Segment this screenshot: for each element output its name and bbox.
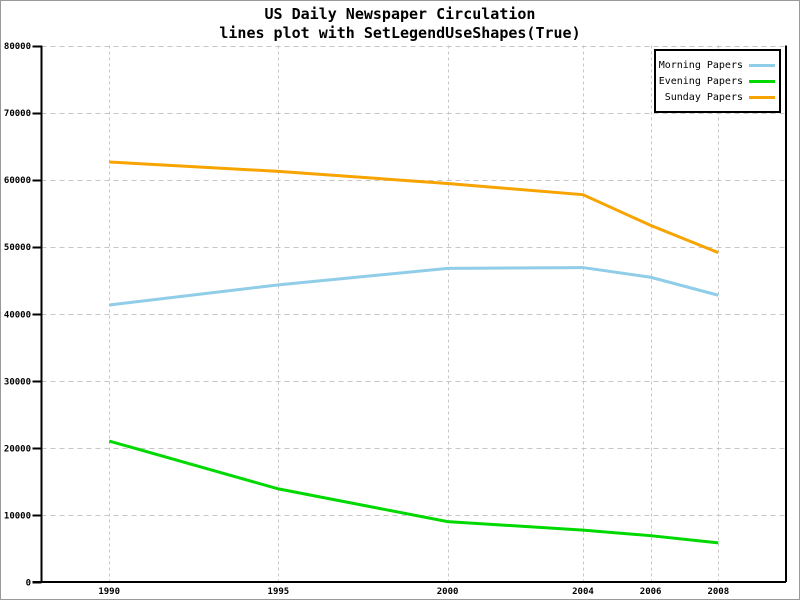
- y-tick-label-40000: 40000: [4, 310, 31, 320]
- y-tick-label-20000: 20000: [4, 444, 31, 454]
- y-tick-label-10000: 10000: [4, 511, 31, 521]
- legend-line-swatch-morning-papers: [749, 63, 775, 67]
- legend-label-morning-papers: Morning Papers: [658, 59, 743, 71]
- legend-line-swatch-evening-papers: [749, 79, 775, 83]
- y-tick-label-0: 0: [26, 579, 31, 589]
- x-tick-label-1990: 1990: [98, 587, 120, 597]
- x-tick-label-2006: 2006: [640, 587, 662, 597]
- y-tick-label-60000: 60000: [4, 176, 31, 186]
- x-tick-label-2004: 2004: [572, 587, 594, 597]
- legend-label-sunday-papers: Sunday Papers: [664, 91, 743, 103]
- y-tick-label-50000: 50000: [4, 243, 31, 253]
- legend-item-morning-papers: Morning Papers: [656, 57, 775, 73]
- y-tick-label-30000: 30000: [4, 377, 31, 387]
- legend-label-evening-papers: Evening Papers: [658, 75, 743, 87]
- series-line-morning-papers: [109, 266, 719, 307]
- y-tick-label-70000: 70000: [4, 109, 31, 119]
- x-tick-label-2000: 2000: [437, 587, 459, 597]
- series-line-sunday-papers: [109, 160, 719, 255]
- y-tick-label-80000: 80000: [4, 42, 31, 52]
- chart-title: US Daily Newspaper Circulation: [264, 5, 536, 23]
- series-line-evening-papers: [108, 439, 719, 545]
- x-tick-label-2008: 2008: [707, 587, 729, 597]
- legend-item-sunday-papers: Sunday Papers: [656, 89, 775, 105]
- chart-subtitle: lines plot with SetLegendUseShapes(True): [219, 24, 581, 42]
- legend-line-swatch-sunday-papers: [749, 95, 775, 99]
- x-tick-label-1995: 1995: [268, 587, 290, 597]
- legend-item-evening-papers: Evening Papers: [656, 73, 775, 89]
- legend: Morning Papers Evening Papers Sunday Paper…: [654, 49, 781, 113]
